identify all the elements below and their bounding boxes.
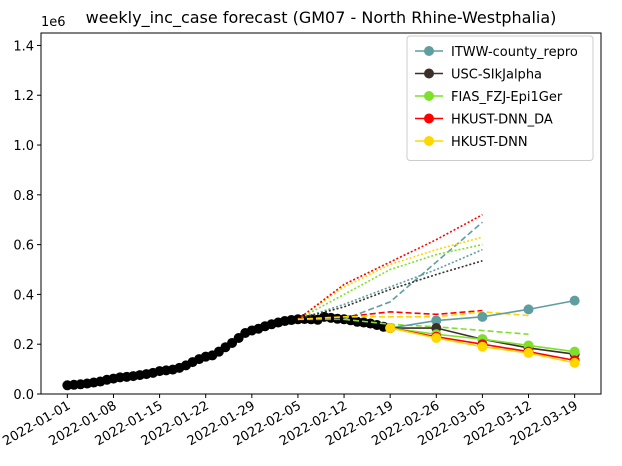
chart-title: weekly_inc_case forecast (GM07 - North R… (86, 8, 557, 28)
axes-frame (40, 32, 602, 395)
series-line (297, 311, 529, 321)
y-tick-label: 0.4 (13, 288, 34, 303)
y-tick-label: 0.2 (13, 338, 34, 353)
series-line (297, 260, 483, 321)
legend-label: ITWW-county_repro (451, 45, 578, 60)
legend: ITWW-county_repro USC-SIkJalpha FIAS_FZJ-E… (406, 35, 594, 161)
legend-box (406, 35, 594, 161)
y-tick-label: 1.0 (13, 139, 34, 154)
point (431, 332, 442, 343)
legend-label: USC-SIkJalpha (451, 68, 542, 83)
point (385, 323, 396, 334)
point (569, 346, 580, 357)
point (477, 341, 488, 352)
y-tick-label: 0.8 (13, 189, 34, 204)
legend-label: FIAS_FZJ-Epi1Ger (451, 90, 563, 105)
series-line (297, 221, 483, 321)
point (431, 315, 442, 326)
y-tick-label: 0.0 (13, 388, 34, 403)
legend-marker (424, 91, 434, 101)
point (523, 347, 534, 358)
legend-marker (424, 136, 434, 146)
legend-label: HKUST-DNN (451, 135, 528, 150)
y-tick-label: 1.4 (13, 39, 34, 54)
series-line (297, 243, 483, 321)
point (569, 295, 580, 306)
point (477, 311, 488, 322)
series-line (297, 214, 483, 320)
legend-marker (424, 46, 434, 56)
y-tick-label: 0.6 (13, 239, 34, 254)
series-line (297, 248, 483, 321)
point (569, 357, 580, 368)
y-offset-label: 1e6 (41, 15, 66, 30)
y-tick-label: 1.2 (13, 89, 34, 104)
legend-marker (424, 113, 434, 124)
legend-label: HKUST-DNN_DA (451, 113, 553, 128)
legend-marker (424, 68, 434, 79)
point (523, 304, 534, 315)
series-line (297, 236, 483, 320)
